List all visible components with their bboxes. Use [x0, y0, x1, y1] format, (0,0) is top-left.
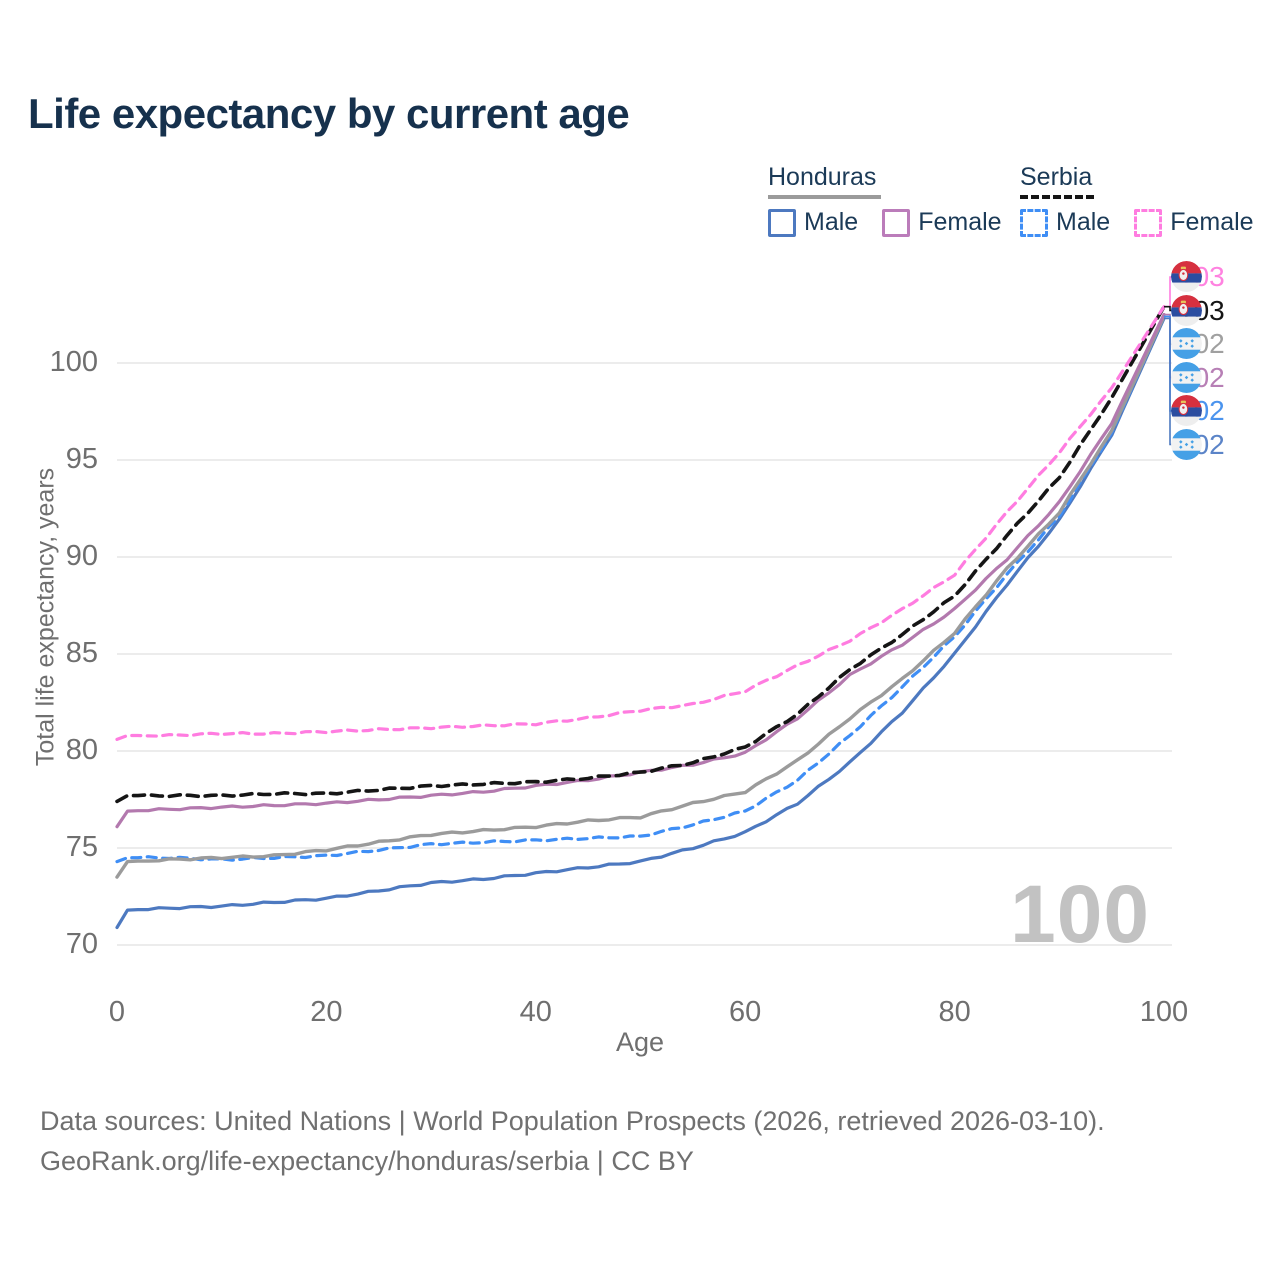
end-label-honduras_female[interactable]: 102 [1171, 361, 1225, 394]
x-tick-label-20: 20 [310, 996, 343, 1028]
line-chart-canvas [115, 276, 1175, 946]
series-line-honduras_male[interactable] [115, 316, 1166, 930]
series-line-serbia_both[interactable] [115, 304, 1166, 804]
end-label-honduras_both[interactable]: 102 [1171, 328, 1225, 360]
y-tick-label-95: 95 [65, 443, 98, 475]
legend-group-label-serbia: Serbia [1020, 163, 1093, 191]
serbia-flag-icon-0 [1171, 261, 1202, 292]
x-tick-label-80: 80 [938, 996, 971, 1028]
y-tick-label-75: 75 [65, 831, 98, 863]
legend-group-serbia: Serbia Male Female [1020, 163, 1278, 237]
legend-swatch-honduras_male[interactable] [768, 208, 796, 237]
y-tick-label-70: 70 [65, 928, 98, 960]
page-title: Life expectancy by current age [28, 90, 630, 137]
y-tick-label-80: 80 [65, 734, 98, 766]
legend-group-honduras: Honduras Male Female [768, 163, 1026, 237]
end-label-honduras_male[interactable]: 102 [1171, 428, 1225, 461]
end-label-serbia_male[interactable]: 102 [1171, 395, 1225, 427]
end-label-serbia_both[interactable]: 103 [1171, 294, 1225, 327]
serbia-flag-icon-1 [1171, 294, 1202, 326]
honduras-flag-icon-3 [1171, 361, 1202, 393]
legend-underline-honduras [768, 195, 881, 199]
y-axis-title: Total life expectancy, years [31, 467, 60, 767]
legend-label-honduras_female[interactable]: Female [918, 208, 1002, 236]
x-tick-label-60: 60 [729, 996, 762, 1028]
legend-swatch-honduras_female[interactable] [882, 208, 911, 237]
series-line-honduras_both[interactable] [115, 314, 1166, 879]
legend-items-honduras: Male Female [768, 208, 1026, 237]
footer-line-2: GeoRank.org/life-expectancy/honduras/ser… [40, 1146, 694, 1176]
end-label-serbia_female[interactable]: 103 [1171, 261, 1225, 293]
x-tick-label-40: 40 [519, 996, 552, 1028]
serbia-flag-icon-4 [1171, 395, 1202, 426]
legend-items-serbia: Male Female [1020, 208, 1278, 237]
series-line-serbia_male[interactable] [115, 314, 1166, 864]
footer-line-1: Data sources: United Nations | World Pop… [40, 1106, 1105, 1136]
legend-label-honduras_male[interactable]: Male [804, 208, 859, 236]
y-tick-label-90: 90 [65, 540, 98, 572]
series-line-serbia_female[interactable] [115, 305, 1166, 742]
y-tick-label-100: 100 [49, 346, 98, 378]
x-axis-title: Age [615, 1027, 665, 1057]
x-tick-label-100: 100 [1139, 996, 1189, 1028]
legend-swatch-serbia_female[interactable] [1134, 208, 1163, 237]
honduras-flag-icon-5 [1171, 428, 1202, 460]
y-tick-label-85: 85 [65, 637, 98, 669]
legend-label-serbia_female[interactable]: Female [1170, 208, 1254, 236]
legend-swatch-serbia_male[interactable] [1020, 208, 1048, 237]
legend-underline-serbia [1020, 195, 1094, 199]
x-tick-label-0: 0 [108, 996, 126, 1028]
legend-group-label-honduras: Honduras [768, 163, 877, 191]
honduras-flag-icon-2 [1171, 328, 1202, 359]
legend-label-serbia_male[interactable]: Male [1056, 208, 1111, 236]
age-watermark: 100 [1010, 869, 1150, 960]
